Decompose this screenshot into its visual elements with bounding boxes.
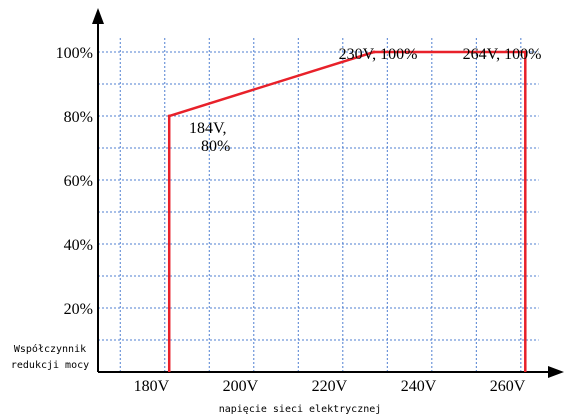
y-tick-labels: 20% 40% 60% 80% 100%	[56, 45, 93, 318]
x-tick-labels: 180V 200V 220V 240V 260V	[134, 378, 526, 395]
data-point	[523, 50, 527, 54]
x-tick-label: 260V	[490, 378, 526, 395]
data-point	[372, 50, 376, 54]
x-tick-label: 240V	[401, 378, 437, 395]
x-axis-arrow	[548, 366, 564, 378]
y-tick-label: 40%	[64, 237, 93, 254]
y-axis-arrow	[92, 8, 104, 24]
y-axis-label-line-2: redukcji mocy	[11, 360, 89, 371]
series	[167, 50, 527, 372]
y-axis-label-line-1: Współczynnik	[14, 343, 86, 355]
y-tick-label: 80%	[64, 109, 93, 126]
y-tick-label: 60%	[64, 173, 93, 190]
x-tick-label: 220V	[312, 378, 348, 395]
x-axis-label: napięcie sieci elektrycznej	[219, 404, 382, 415]
grid	[98, 36, 539, 372]
annotations: 184V,80% 230V, 100% 264V, 100%	[189, 46, 541, 155]
x-tick-label: 180V	[134, 378, 170, 395]
data-label: 264V, 100%	[463, 46, 542, 63]
data-label: 230V, 100%	[339, 46, 418, 63]
data-point	[167, 114, 171, 118]
axes	[92, 8, 564, 378]
y-tick-label: 20%	[64, 301, 93, 318]
x-tick-label: 200V	[223, 378, 259, 395]
data-label: 80%	[201, 138, 230, 155]
data-label: 184V,	[189, 120, 227, 137]
y-tick-label: 100%	[56, 45, 93, 62]
